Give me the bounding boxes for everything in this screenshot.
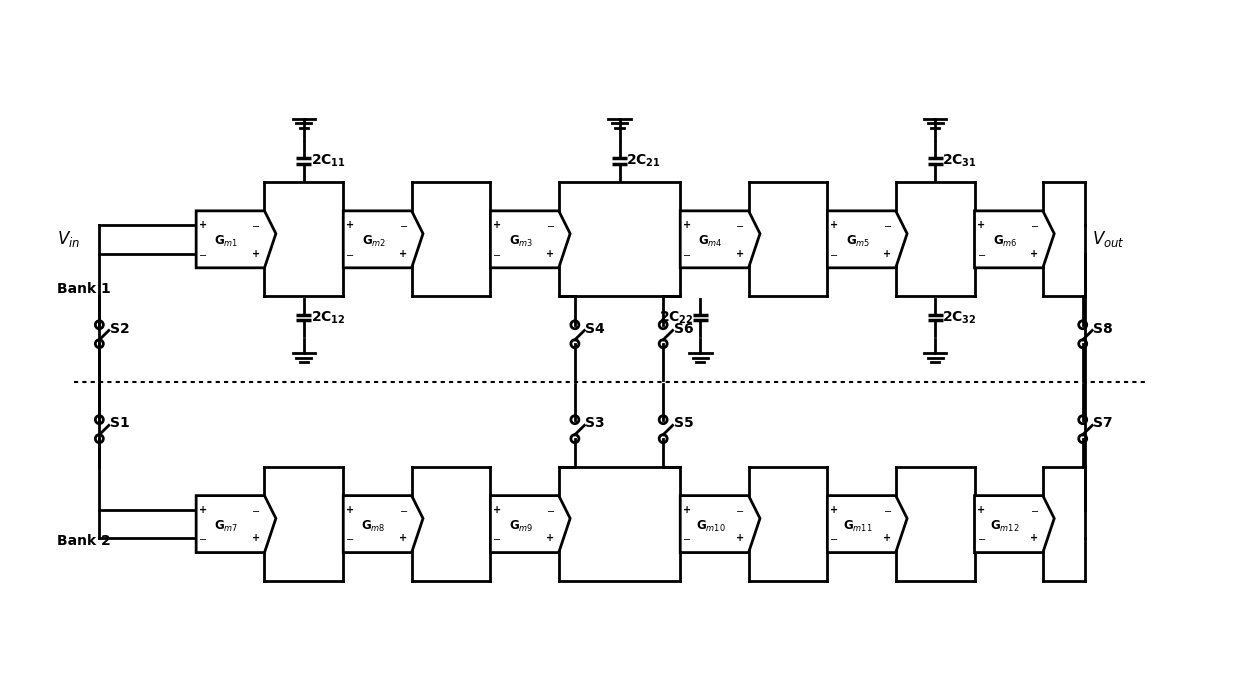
Text: $\mathbf{2C_{32}}$: $\mathbf{2C_{32}}$ (942, 309, 976, 326)
Text: $\mathbf{G}_{m1}$: $\mathbf{G}_{m1}$ (214, 234, 239, 249)
Text: +: + (493, 505, 501, 515)
Text: +: + (252, 534, 260, 543)
Polygon shape (975, 496, 1054, 553)
Text: +: + (683, 505, 691, 515)
Text: S4: S4 (585, 321, 605, 336)
Text: +: + (736, 534, 745, 543)
Polygon shape (680, 496, 760, 553)
Text: +: + (198, 505, 207, 515)
Text: $\mathbf{G}_{m9}$: $\mathbf{G}_{m9}$ (508, 519, 533, 534)
Text: $\mathbf{G}_{m11}$: $\mathbf{G}_{m11}$ (843, 519, 872, 534)
Text: $-$: $-$ (399, 505, 408, 515)
Text: +: + (1031, 249, 1038, 258)
Polygon shape (828, 496, 907, 553)
Text: $\mathbf{2C_{11}}$: $\mathbf{2C_{11}}$ (311, 153, 346, 170)
Text: +: + (883, 534, 891, 543)
Text: +: + (1031, 534, 1038, 543)
Text: +: + (830, 505, 838, 515)
Polygon shape (196, 496, 276, 553)
Text: $-$: $-$ (545, 220, 555, 230)
Text: +: + (346, 505, 354, 515)
Text: $-$: $-$ (346, 534, 354, 543)
Text: S8: S8 (1093, 321, 1113, 336)
Text: $V_{out}$: $V_{out}$ (1093, 229, 1125, 250)
Text: +: + (399, 249, 408, 258)
Text: $\mathbf{G}_{m12}$: $\mathbf{G}_{m12}$ (990, 519, 1020, 534)
Text: $-$: $-$ (976, 534, 986, 543)
Text: $-$: $-$ (683, 249, 691, 258)
Polygon shape (828, 211, 907, 268)
Polygon shape (975, 211, 1054, 268)
Text: $\mathbf{G}_{m10}$: $\mathbf{G}_{m10}$ (696, 519, 726, 534)
Text: +: + (546, 534, 554, 543)
Text: $\mathbf{G}_{m2}$: $\mathbf{G}_{m2}$ (362, 234, 385, 249)
Text: S3: S3 (585, 416, 605, 431)
Text: S2: S2 (110, 321, 130, 336)
Text: $-$: $-$ (399, 220, 408, 230)
Text: $-$: $-$ (736, 505, 745, 515)
Text: $-$: $-$ (346, 249, 354, 258)
Text: $\mathbf{G}_{m6}$: $\mathbf{G}_{m6}$ (992, 234, 1017, 249)
Text: Bank 2: Bank 2 (57, 534, 110, 549)
Text: $-$: $-$ (252, 505, 260, 515)
Text: $\mathbf{G}_{m5}$: $\mathbf{G}_{m5}$ (845, 234, 870, 249)
Text: S1: S1 (110, 416, 130, 431)
Polygon shape (196, 211, 276, 268)
Text: $-$: $-$ (683, 534, 691, 543)
Text: +: + (493, 220, 501, 230)
Text: $-$: $-$ (882, 220, 892, 230)
Text: $\mathbf{2C_{31}}$: $\mathbf{2C_{31}}$ (942, 153, 976, 170)
Text: $\mathbf{2C_{21}}$: $\mathbf{2C_{21}}$ (626, 153, 660, 170)
Text: +: + (883, 249, 891, 258)
Text: $-$: $-$ (1030, 220, 1038, 230)
Text: $\mathbf{2C_{12}}$: $\mathbf{2C_{12}}$ (311, 309, 346, 326)
Text: $-$: $-$ (829, 249, 839, 258)
Text: $-$: $-$ (198, 534, 207, 543)
Text: S6: S6 (674, 321, 694, 336)
Text: +: + (399, 534, 408, 543)
Text: $\mathbf{G}_{m4}$: $\mathbf{G}_{m4}$ (699, 234, 722, 249)
Text: $-$: $-$ (492, 534, 502, 543)
Text: $-$: $-$ (976, 249, 986, 258)
Text: $-$: $-$ (492, 249, 502, 258)
Polygon shape (491, 211, 570, 268)
Text: $-$: $-$ (829, 534, 839, 543)
Text: S5: S5 (674, 416, 694, 431)
Text: $\mathbf{G}_{m7}$: $\mathbf{G}_{m7}$ (214, 519, 239, 534)
Text: $\mathbf{G}_{m3}$: $\mathbf{G}_{m3}$ (509, 234, 533, 249)
Text: $-$: $-$ (882, 505, 892, 515)
Polygon shape (343, 496, 422, 553)
Text: +: + (736, 249, 745, 258)
Text: +: + (346, 220, 354, 230)
Text: $-$: $-$ (1030, 505, 1038, 515)
Polygon shape (680, 211, 760, 268)
Polygon shape (491, 496, 570, 553)
Text: Bank 1: Bank 1 (57, 281, 110, 296)
Text: $-$: $-$ (736, 220, 745, 230)
Text: $\mathbf{2C_{22}}$: $\mathbf{2C_{22}}$ (659, 309, 694, 326)
Text: +: + (978, 220, 985, 230)
Text: $V_{in}$: $V_{in}$ (57, 229, 79, 250)
Text: +: + (252, 249, 260, 258)
Text: +: + (198, 220, 207, 230)
Text: +: + (546, 249, 554, 258)
Polygon shape (343, 211, 422, 268)
Text: $-$: $-$ (252, 220, 260, 230)
Text: +: + (683, 220, 691, 230)
Text: +: + (978, 505, 985, 515)
Text: $-$: $-$ (198, 249, 207, 258)
Text: S7: S7 (1093, 416, 1113, 431)
Text: +: + (830, 220, 838, 230)
Text: $-$: $-$ (545, 505, 555, 515)
Text: $\mathbf{G}_{m8}$: $\mathbf{G}_{m8}$ (362, 519, 385, 534)
